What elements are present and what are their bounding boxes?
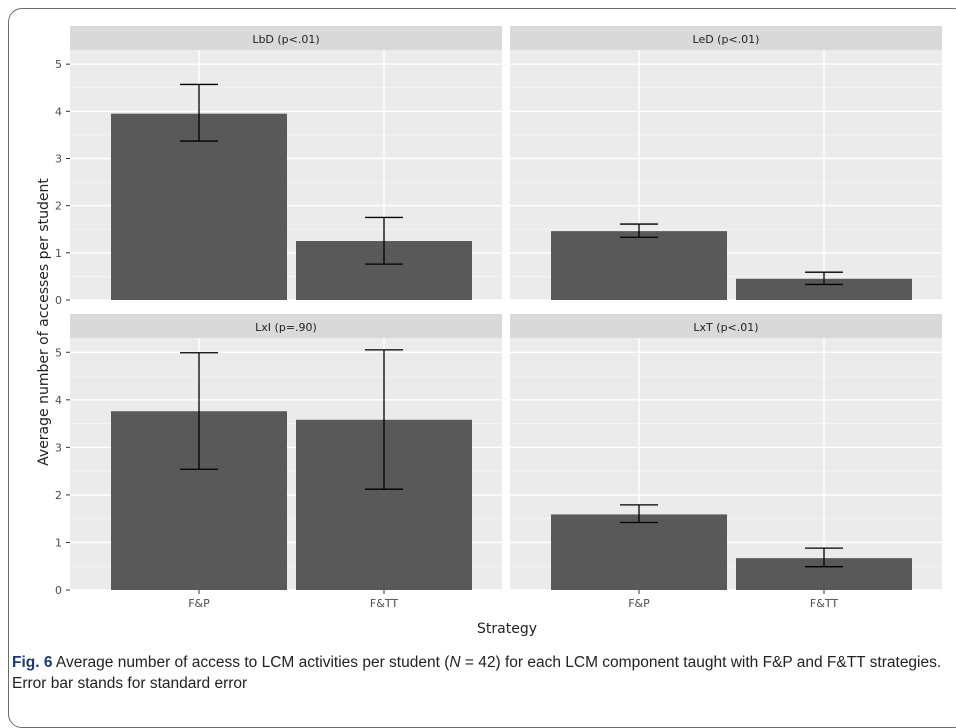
panel-4: LxT (p<.01) F&P F&TT bbox=[510, 314, 942, 610]
y-tick-label: 0 bbox=[55, 294, 62, 307]
x-tick-label: F&TT bbox=[370, 597, 398, 610]
error-bar bbox=[365, 349, 403, 490]
x-axis-label: Strategy bbox=[477, 621, 537, 637]
bar-F&P bbox=[111, 113, 287, 300]
error-bar bbox=[180, 352, 218, 470]
panel-strip bbox=[70, 314, 502, 338]
faceted-bar-chart: LbD (p<.01) 0 1 2 3 4 5 LeD (p<.01) LxI (p=.90) 0… bbox=[36, 26, 942, 637]
x-tick-label: F&TT bbox=[810, 597, 838, 610]
y-tick-label: 3 bbox=[55, 152, 62, 165]
error-bar bbox=[805, 271, 843, 286]
panel-strip bbox=[70, 26, 502, 50]
bar-F&TT bbox=[736, 278, 912, 300]
panel-title: LbD (p<.01) bbox=[252, 33, 319, 46]
error-bar bbox=[365, 216, 403, 265]
panel-title: LeD (p<.01) bbox=[693, 33, 760, 46]
panel-2: LeD (p<.01) bbox=[510, 26, 942, 301]
bar-F&P bbox=[551, 514, 727, 590]
bar-F&P bbox=[551, 231, 727, 300]
y-tick-label: 0 bbox=[55, 584, 62, 597]
y-axis-label: Average number of accesses per student bbox=[36, 178, 52, 466]
y-tick-label: 5 bbox=[55, 58, 62, 71]
y-tick-label: 5 bbox=[55, 346, 62, 359]
y-tick-label: 3 bbox=[55, 441, 62, 454]
panel-3: LxI (p=.90) 0 1 2 3 4 5 F&P F&TT bbox=[55, 314, 502, 610]
panel-strip bbox=[510, 314, 942, 338]
y-tick-label: 1 bbox=[55, 536, 62, 549]
panel-1: LbD (p<.01) 0 1 2 3 4 5 bbox=[55, 26, 502, 307]
panel-title: LxT (p<.01) bbox=[693, 321, 758, 334]
chart-panels: LbD (p<.01) 0 1 2 3 4 5 LeD (p<.01) LxI (p=.90) 0… bbox=[55, 26, 942, 610]
panel-strip bbox=[510, 26, 942, 50]
y-tick-label: 4 bbox=[55, 394, 62, 407]
x-tick-label: F&P bbox=[628, 597, 650, 610]
caption-n-symbol: N bbox=[449, 654, 461, 671]
y-tick-label: 1 bbox=[55, 247, 62, 260]
error-bar bbox=[620, 504, 658, 524]
y-tick-label: 2 bbox=[55, 489, 62, 502]
y-tick-label: 2 bbox=[55, 200, 62, 213]
error-bar bbox=[805, 547, 843, 568]
caption-text-1: Average number of access to LCM activiti… bbox=[52, 654, 450, 671]
error-bar bbox=[180, 83, 218, 142]
panel-title: LxI (p=.90) bbox=[255, 321, 317, 334]
caption-label: Fig. 6 bbox=[12, 654, 53, 671]
y-tick-label: 4 bbox=[55, 105, 62, 118]
figure-caption: Fig. 6 Average number of access to LCM a… bbox=[12, 652, 942, 694]
x-tick-label: F&P bbox=[188, 597, 210, 610]
caption-text-2: = 42) for each LCM component taught with… bbox=[12, 654, 942, 692]
error-bar bbox=[620, 223, 658, 238]
